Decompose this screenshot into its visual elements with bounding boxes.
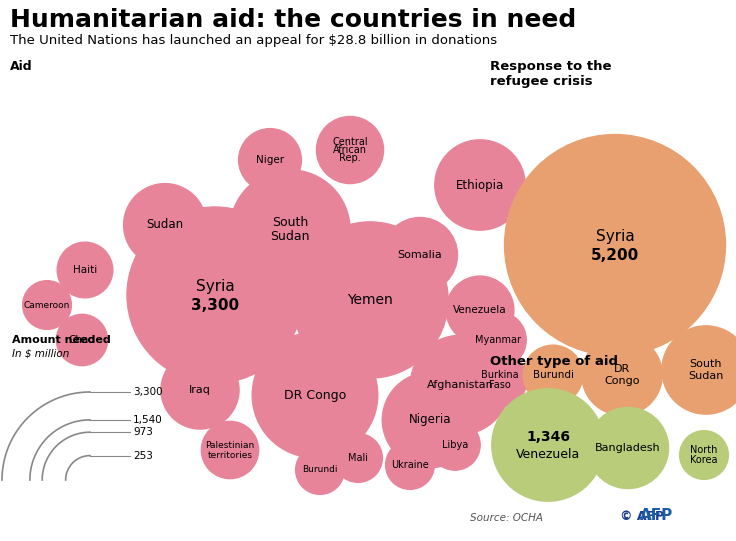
Text: Humanitarian aid: the countries in need: Humanitarian aid: the countries in need bbox=[10, 8, 576, 32]
Text: 973: 973 bbox=[133, 427, 153, 437]
Circle shape bbox=[386, 440, 434, 490]
Circle shape bbox=[230, 170, 350, 290]
Text: Source: OCHA: Source: OCHA bbox=[470, 513, 543, 523]
Text: Myanmar: Myanmar bbox=[475, 335, 521, 345]
Text: DR: DR bbox=[614, 364, 630, 374]
Text: Syria: Syria bbox=[196, 280, 234, 294]
Text: Other type of aid: Other type of aid bbox=[490, 355, 618, 368]
Circle shape bbox=[587, 407, 668, 489]
Text: Korea: Korea bbox=[690, 455, 718, 465]
Text: Burkina: Burkina bbox=[481, 370, 519, 380]
Circle shape bbox=[127, 207, 303, 383]
Text: Ukraine: Ukraine bbox=[391, 460, 429, 470]
Text: African: African bbox=[333, 145, 367, 155]
Text: DR Congo: DR Congo bbox=[284, 388, 346, 401]
Text: Mali: Mali bbox=[348, 453, 368, 463]
Circle shape bbox=[292, 222, 448, 378]
Circle shape bbox=[581, 335, 662, 415]
Text: The United Nations has launched an appeal for $28.8 billion in donations: The United Nations has launched an appea… bbox=[10, 34, 497, 47]
Circle shape bbox=[679, 431, 729, 479]
Text: Burundi: Burundi bbox=[302, 465, 338, 474]
Circle shape bbox=[435, 140, 526, 230]
Text: Faso: Faso bbox=[489, 380, 511, 390]
Text: 5,200: 5,200 bbox=[591, 247, 639, 262]
Text: Syria: Syria bbox=[595, 229, 634, 245]
Text: Palestinian: Palestinian bbox=[205, 440, 255, 450]
Circle shape bbox=[202, 421, 258, 479]
Circle shape bbox=[238, 129, 302, 192]
Circle shape bbox=[124, 183, 206, 266]
Circle shape bbox=[473, 353, 527, 407]
Text: refugee crisis: refugee crisis bbox=[490, 75, 592, 88]
Text: North: North bbox=[690, 445, 718, 455]
Text: 1,540: 1,540 bbox=[133, 415, 163, 425]
Text: Central: Central bbox=[332, 137, 368, 147]
Circle shape bbox=[57, 314, 107, 366]
Text: Response to the: Response to the bbox=[490, 60, 612, 73]
Text: Bangladesh: Bangladesh bbox=[595, 443, 661, 453]
Circle shape bbox=[333, 434, 383, 483]
Circle shape bbox=[430, 420, 480, 470]
Text: Burundi: Burundi bbox=[533, 370, 573, 380]
Text: Chad: Chad bbox=[68, 335, 96, 345]
Circle shape bbox=[492, 389, 604, 501]
Circle shape bbox=[446, 276, 514, 344]
Circle shape bbox=[57, 242, 113, 298]
Text: Sudan: Sudan bbox=[146, 219, 183, 232]
Text: Ethiopia: Ethiopia bbox=[456, 179, 504, 192]
Text: 253: 253 bbox=[133, 451, 153, 460]
Text: South: South bbox=[690, 359, 722, 369]
Circle shape bbox=[252, 332, 378, 458]
Text: Cameroon: Cameroon bbox=[24, 300, 70, 309]
Circle shape bbox=[296, 446, 344, 494]
Text: Venezuela: Venezuela bbox=[516, 447, 580, 460]
Text: Sudan: Sudan bbox=[270, 230, 310, 243]
Text: Libya: Libya bbox=[442, 440, 468, 450]
Text: Venezuela: Venezuela bbox=[453, 305, 507, 315]
Text: Congo: Congo bbox=[604, 376, 640, 386]
Text: Aid: Aid bbox=[10, 60, 32, 73]
Circle shape bbox=[505, 135, 726, 355]
Text: Yemen: Yemen bbox=[347, 293, 393, 307]
Text: AFP: AFP bbox=[640, 508, 673, 523]
Text: Niger: Niger bbox=[256, 155, 284, 165]
Circle shape bbox=[382, 372, 478, 468]
Text: Nigeria: Nigeria bbox=[408, 413, 451, 426]
Text: Haiti: Haiti bbox=[73, 265, 97, 275]
Circle shape bbox=[161, 351, 239, 429]
Text: © AFP: © AFP bbox=[620, 510, 664, 523]
Text: Sudan: Sudan bbox=[688, 371, 723, 381]
Text: territories: territories bbox=[208, 451, 252, 459]
Text: 1,346: 1,346 bbox=[526, 430, 570, 444]
Text: South: South bbox=[272, 216, 308, 229]
Text: In $ million: In $ million bbox=[12, 348, 69, 358]
Text: Somalia: Somalia bbox=[397, 250, 442, 260]
Circle shape bbox=[470, 312, 526, 368]
Circle shape bbox=[523, 345, 583, 405]
Circle shape bbox=[411, 335, 509, 434]
Text: 3,300: 3,300 bbox=[191, 298, 239, 313]
Text: Amount needed: Amount needed bbox=[12, 335, 110, 345]
Text: 3,300: 3,300 bbox=[133, 387, 163, 397]
Circle shape bbox=[23, 281, 71, 329]
Circle shape bbox=[383, 217, 458, 293]
Text: Afghanistan: Afghanistan bbox=[427, 380, 493, 390]
Circle shape bbox=[316, 116, 383, 183]
Text: Iraq: Iraq bbox=[189, 385, 211, 395]
Circle shape bbox=[662, 326, 736, 414]
Text: Rep.: Rep. bbox=[339, 153, 361, 163]
